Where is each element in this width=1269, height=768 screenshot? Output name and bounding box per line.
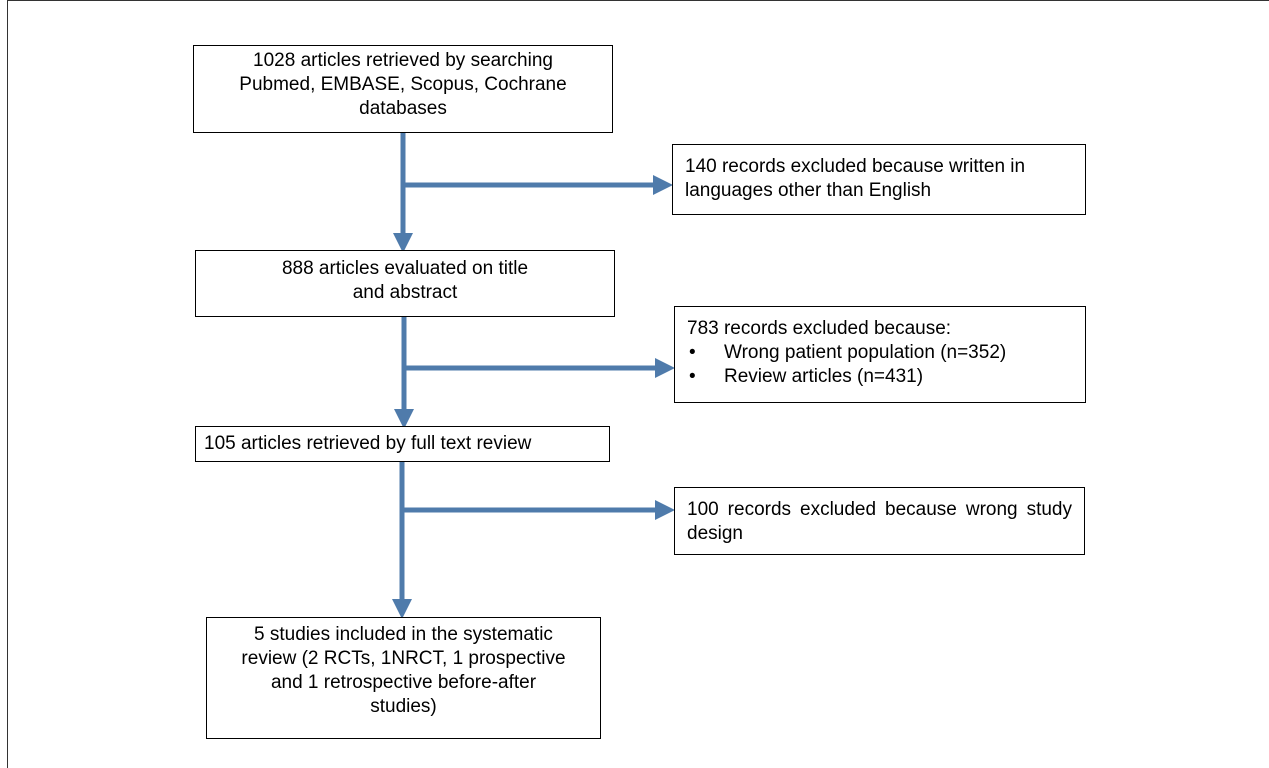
- node-line: and 1 retrospective before-after: [270, 672, 537, 693]
- node-heading: 783 records excluded because:: [687, 318, 952, 339]
- node-text: 100 records excluded because wrong study…: [687, 499, 1072, 544]
- node-line: and abstract: [352, 282, 458, 303]
- node-screening-excluded: 783 records excluded because: Wrong pati…: [674, 306, 1086, 403]
- node-line: 888 articles evaluated on title: [281, 258, 529, 279]
- node-line: studies): [370, 696, 437, 717]
- node-language-excluded: 140 records excluded because written in …: [672, 144, 1086, 215]
- node-line: review (2 RCTs, 1NRCT, 1 prospective: [241, 648, 566, 669]
- exclusion-reasons-list: Wrong patient population (n=352) Review …: [687, 341, 1073, 389]
- node-line: databases: [359, 98, 447, 119]
- node-line: 1028 articles retrieved by searching: [253, 50, 553, 71]
- node-line: Pubmed, EMBASE, Scopus, Cochrane: [239, 74, 567, 95]
- node-line: 105 articles retrieved by full text revi…: [204, 433, 532, 454]
- node-design-excluded: 100 records excluded because wrong study…: [674, 487, 1085, 555]
- node-line: 140 records excluded because written in: [685, 156, 1026, 177]
- node-title-abstract-screening: 888 articles evaluated on title and abst…: [195, 250, 615, 317]
- node-records-identified: 1028 articles retrieved by searching Pub…: [193, 45, 613, 133]
- node-line: 5 studies included in the systematic: [254, 624, 553, 645]
- figure-frame: [7, 0, 1269, 768]
- node-full-text-review: 105 articles retrieved by full text revi…: [195, 426, 610, 462]
- list-item: Wrong patient population (n=352): [687, 341, 1073, 365]
- node-line: languages other than English: [685, 180, 932, 201]
- list-item: Review articles (n=431): [687, 365, 1073, 389]
- node-studies-included: 5 studies included in the systematic rev…: [206, 617, 601, 739]
